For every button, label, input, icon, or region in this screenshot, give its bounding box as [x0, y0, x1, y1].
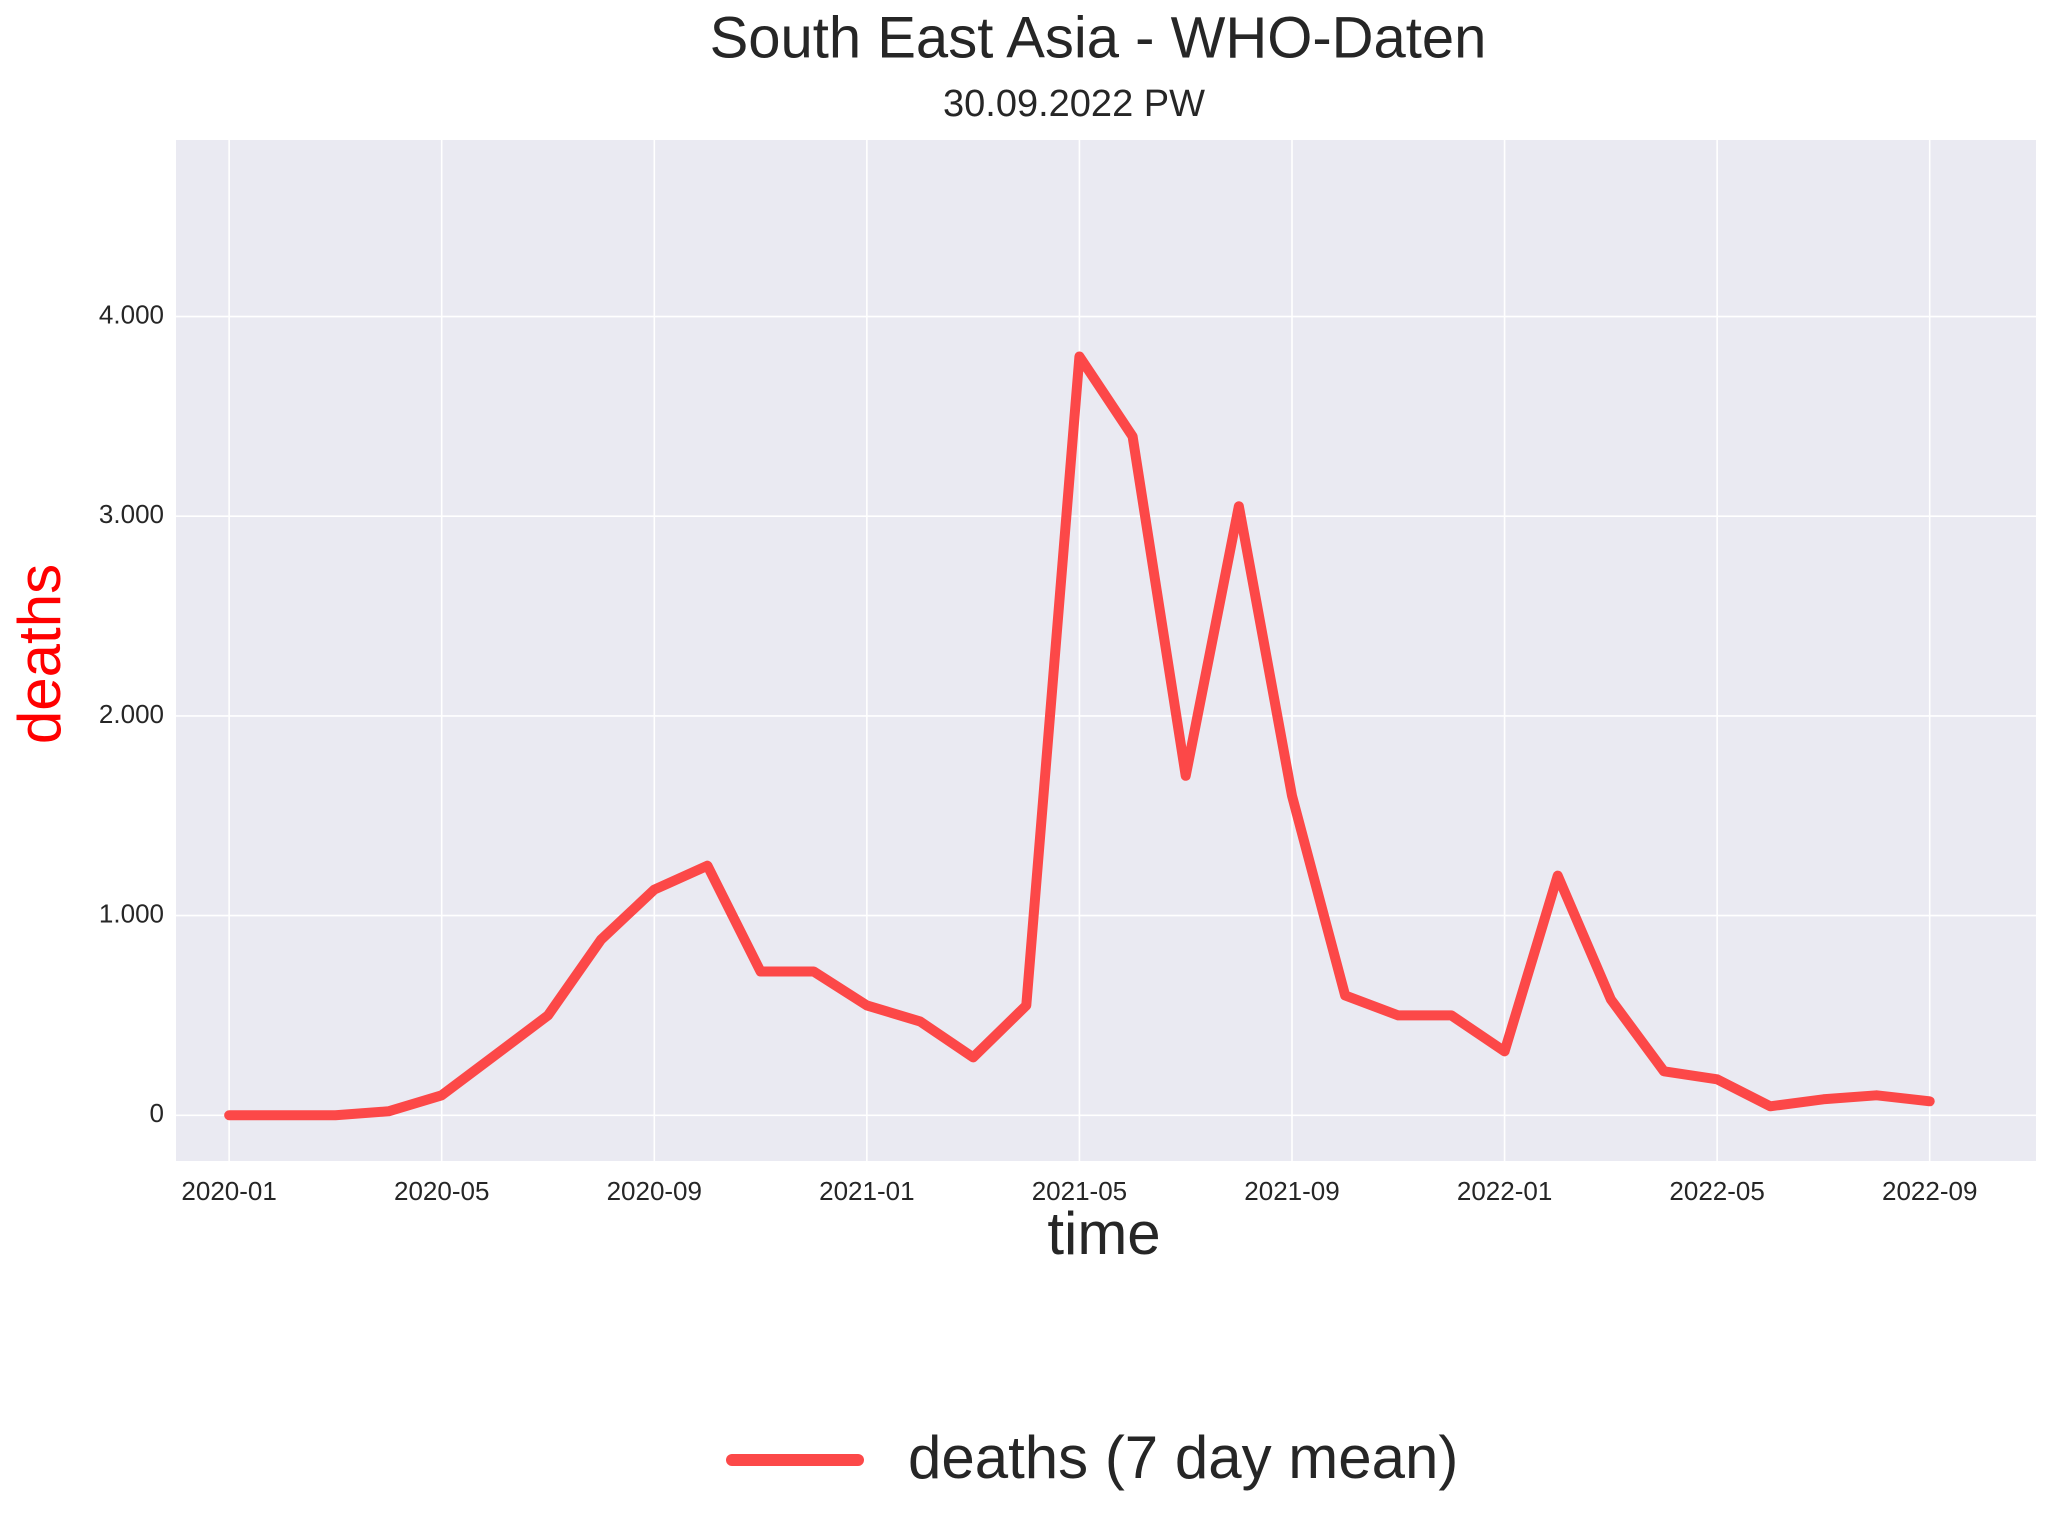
- plot-area: [176, 140, 2036, 1161]
- marks: [224, 351, 1935, 1121]
- legend-label: deaths (7 day mean): [908, 1424, 1458, 1491]
- x-tick-label: 2021-01: [819, 1176, 914, 1206]
- chart-title: South East Asia - WHO-Daten: [710, 5, 1487, 70]
- x-tick-label: 2021-09: [1244, 1176, 1339, 1206]
- y-tick-label: 3.000: [99, 499, 164, 529]
- x-tick-label: 2022-05: [1669, 1176, 1764, 1206]
- data-line: [224, 351, 1935, 1121]
- x-tick-label: 2022-01: [1457, 1176, 1552, 1206]
- x-tick-label: 2020-09: [607, 1176, 702, 1206]
- x-tick-label: 2020-01: [181, 1176, 276, 1206]
- x-tick-label: 2021-05: [1032, 1176, 1127, 1206]
- y-tick-label: 1.000: [99, 898, 164, 928]
- y-tick-label: 0: [150, 1098, 164, 1128]
- y-tick-label: 4.000: [99, 299, 164, 329]
- x-axis-label: time: [1047, 1200, 1160, 1267]
- x-tick-label: 2022-09: [1882, 1176, 1977, 1206]
- chart-subtitle: 30.09.2022 PW: [943, 83, 1205, 125]
- y-axis-label: deaths: [6, 564, 73, 744]
- x-tick-label: 2020-05: [394, 1176, 489, 1206]
- y-tick-label: 2.000: [99, 699, 164, 729]
- grid: [176, 140, 2036, 1161]
